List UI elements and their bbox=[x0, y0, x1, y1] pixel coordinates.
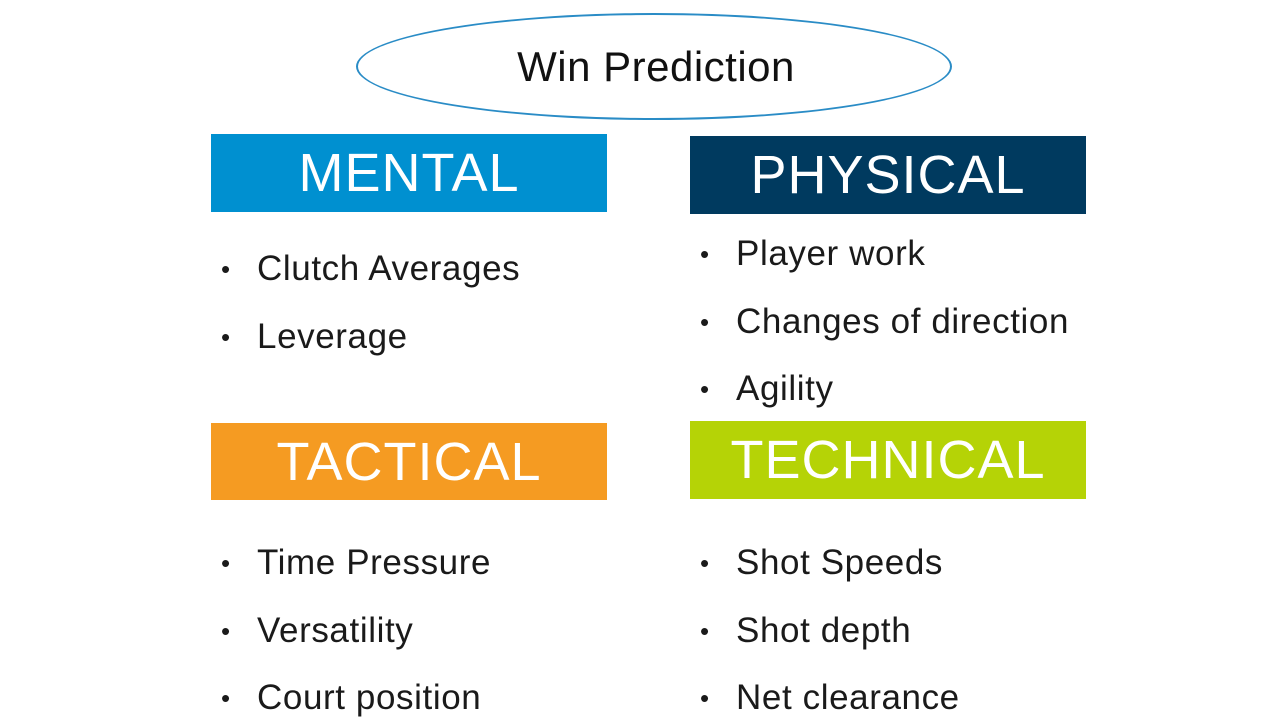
list-item-text: Versatility bbox=[257, 610, 414, 650]
bullet-icon: • bbox=[700, 306, 710, 337]
category-technical-label: TECHNICAL bbox=[730, 430, 1046, 490]
list-item-text: Time Pressure bbox=[257, 543, 492, 582]
title-ellipse: Win Prediction bbox=[356, 13, 952, 120]
list-item-text: Changes of direction bbox=[736, 301, 1070, 341]
list-item: • Court position bbox=[211, 678, 491, 720]
list-item: • Clutch Averages bbox=[211, 249, 520, 317]
list-item-text: Clutch Averages bbox=[257, 249, 521, 288]
list-item-text: Player work bbox=[736, 234, 926, 273]
bullet-icon: • bbox=[700, 374, 710, 404]
list-item: • Agility bbox=[690, 369, 1069, 437]
list-item: • Changes of direction bbox=[690, 302, 1069, 370]
list-item-text: Shot depth bbox=[736, 610, 912, 650]
category-tactical-list: • Time Pressure • Versatility • Court po… bbox=[211, 543, 491, 720]
category-mental-list: • Clutch Averages • Leverage bbox=[211, 249, 520, 384]
category-physical-label: PHYSICAL bbox=[750, 145, 1026, 205]
category-mental-label: MENTAL bbox=[298, 143, 520, 203]
category-tactical-header: TACTICAL bbox=[211, 423, 607, 500]
bullet-icon: • bbox=[221, 548, 231, 578]
category-mental-header: MENTAL bbox=[211, 134, 607, 212]
list-item: • Time Pressure bbox=[211, 543, 491, 611]
category-technical-list: • Shot Speeds • Shot depth • Net clearan… bbox=[690, 543, 960, 720]
list-item: • Shot depth bbox=[690, 611, 960, 679]
list-item: • Shot Speeds bbox=[690, 543, 960, 611]
bullet-icon: • bbox=[700, 615, 710, 646]
category-technical-header: TECHNICAL bbox=[690, 421, 1086, 499]
bullet-icon: • bbox=[700, 683, 710, 713]
category-physical-header: PHYSICAL bbox=[690, 136, 1086, 214]
bullet-icon: • bbox=[221, 254, 231, 284]
list-item-text: Leverage bbox=[257, 316, 408, 356]
list-item: • Versatility bbox=[211, 611, 491, 679]
bullet-icon: • bbox=[221, 321, 231, 352]
category-tactical-label: TACTICAL bbox=[276, 431, 542, 492]
diagram-title: Win Prediction bbox=[517, 42, 795, 90]
category-physical-list: • Player work • Changes of direction • A… bbox=[690, 234, 1069, 437]
list-item-text: Court position bbox=[257, 678, 482, 717]
list-item-text: Shot Speeds bbox=[736, 543, 944, 582]
list-item: • Player work bbox=[690, 234, 1069, 302]
bullet-icon: • bbox=[700, 239, 710, 269]
bullet-icon: • bbox=[221, 683, 231, 713]
bullet-icon: • bbox=[221, 615, 231, 646]
list-item-text: Agility bbox=[736, 369, 834, 408]
list-item-text: Net clearance bbox=[736, 678, 960, 717]
list-item: • Net clearance bbox=[690, 678, 960, 720]
list-item: • Leverage bbox=[211, 317, 520, 385]
bullet-icon: • bbox=[700, 548, 710, 578]
